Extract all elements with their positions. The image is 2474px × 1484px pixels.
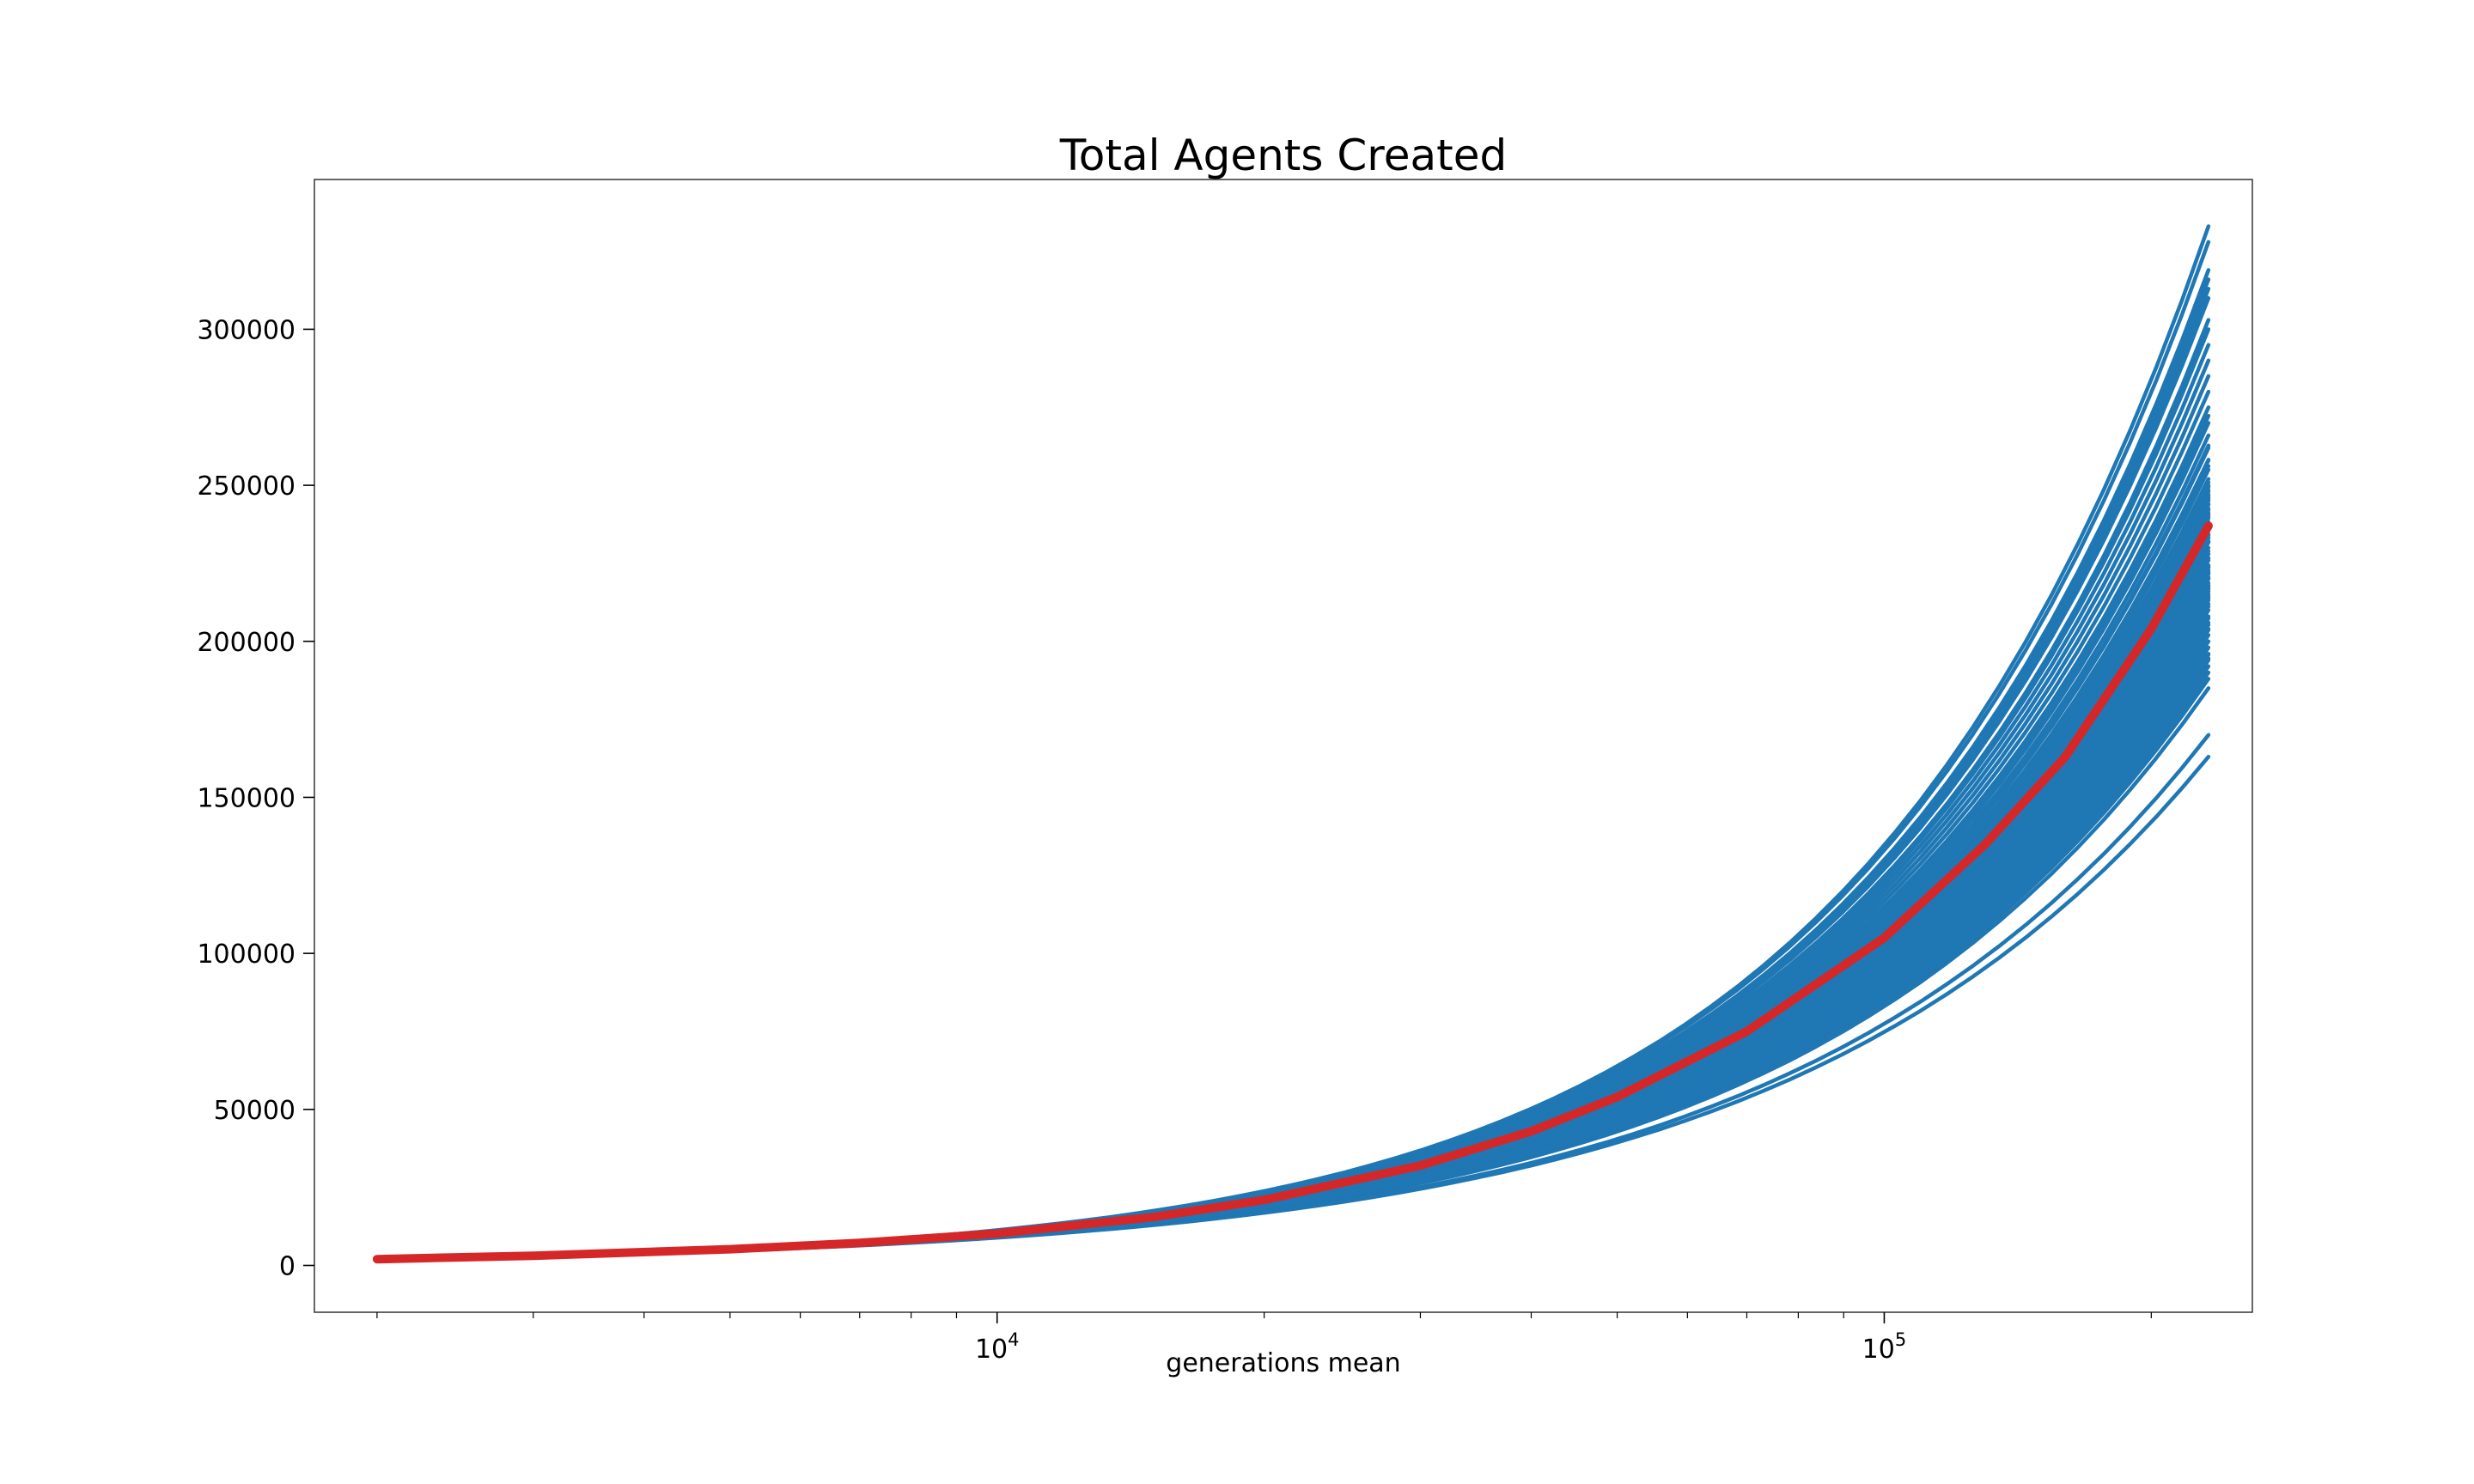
run-line: [375, 327, 2211, 1262]
run-line: [375, 670, 2211, 1262]
y-tick-label: 300000: [197, 315, 296, 345]
run-line: [375, 677, 2211, 1262]
run-line: [375, 286, 2211, 1262]
run-line: [375, 268, 2211, 1262]
x-tick-label: 104: [975, 1329, 1020, 1365]
chart-title: Total Agents Created: [1059, 131, 1507, 180]
y-tick-label: 250000: [197, 471, 296, 502]
run-line: [375, 686, 2211, 1262]
run-line: [375, 224, 2211, 1262]
y-tick-label: 200000: [197, 628, 296, 658]
plot-frame: [314, 179, 2253, 1313]
y-axis: 0 50000 100000 150000 200000 250000 300000: [197, 315, 314, 1281]
x-axis: 104 105: [376, 1312, 2152, 1365]
run-line: [375, 277, 2211, 1262]
x-axis-label: generations mean: [1166, 1348, 1400, 1378]
y-tick-label: 0: [279, 1251, 296, 1281]
plot-lines: [372, 224, 2213, 1264]
mean-line: [372, 521, 2213, 1264]
run-line: [375, 240, 2211, 1262]
y-tick-label: 150000: [197, 783, 296, 813]
x-tick-label: 105: [1862, 1329, 1907, 1365]
y-tick-label: 50000: [214, 1096, 296, 1126]
y-tick-label: 100000: [197, 940, 296, 970]
run-line: [375, 295, 2211, 1262]
run-line: [375, 653, 2211, 1262]
